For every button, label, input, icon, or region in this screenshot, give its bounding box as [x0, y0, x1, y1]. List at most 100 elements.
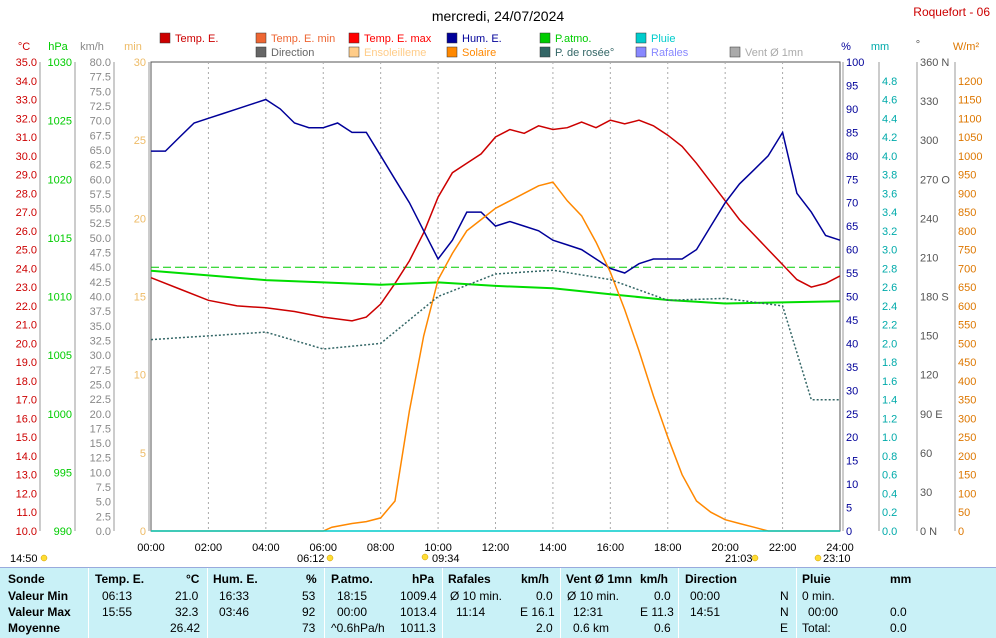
header-rain: Pluie	[802, 572, 831, 586]
tick-label: 4.0	[882, 151, 897, 163]
tick-label: 150	[958, 470, 976, 482]
header-rain-unit: mm	[890, 572, 912, 586]
tick-label: 850	[958, 207, 976, 219]
legend-item: Ensoleilleme	[348, 46, 426, 59]
tick-label: 1020	[48, 174, 72, 186]
time-tick-label: 00:00	[137, 542, 165, 554]
tick-label: 0 N	[920, 526, 937, 538]
legend-item: Direction	[255, 46, 314, 59]
tick-label: 0	[846, 526, 852, 538]
tick-label: 30	[846, 385, 858, 397]
cell: 0.0	[536, 589, 553, 603]
axis-unit-label: °C	[18, 41, 30, 53]
tick-label: 360 N	[920, 57, 949, 69]
tick-label: 11.0	[16, 507, 37, 519]
axis-dir: °360 N 330 300 270 O 240 210 180 S 150 120 90 E 60…	[916, 39, 951, 538]
series-line	[150, 269, 840, 401]
tick-label: 31.0	[16, 132, 37, 144]
legend-label: Rafales	[651, 47, 689, 59]
cell: 92	[302, 605, 316, 619]
header-hum-unit: %	[306, 572, 317, 586]
tick-label: 600	[958, 301, 976, 313]
tick-label: 900	[958, 188, 976, 200]
tick-label: 650	[958, 282, 976, 294]
time-tick-label: 10:00	[424, 542, 452, 554]
cell: 11:14	[456, 605, 486, 619]
sun-icon	[814, 554, 822, 562]
series-line	[151, 98, 841, 274]
cell: E 11.3	[640, 605, 674, 619]
tick-label: 1200	[958, 76, 982, 88]
sun-icon	[421, 553, 429, 561]
axis-sun: min 30 25 20 15 10 5 0	[124, 41, 150, 538]
tick-label: 50	[846, 292, 858, 304]
tick-label: 20	[846, 432, 858, 444]
tick-label: 30.0	[90, 350, 111, 362]
tick-label: 990	[54, 526, 72, 538]
legend-swatch	[446, 46, 458, 58]
legend-swatch	[539, 32, 551, 44]
tick-label: 5	[846, 503, 852, 515]
legend-item: Solaire	[446, 46, 496, 59]
time-tick-label: 18:00	[654, 542, 682, 554]
tick-label: 1000	[958, 151, 982, 163]
tick-label: 0.6	[882, 470, 897, 482]
legend-item: P.atmo.	[539, 32, 592, 45]
tick-label: 16.0	[16, 413, 37, 425]
summary-row-min: Valeur Min 06:13 21.0 16:33 53 18:15 100…	[0, 589, 996, 606]
tick-label: 19.0	[16, 357, 37, 369]
tick-label: 10.0	[90, 467, 111, 479]
cell: 18:15	[337, 589, 368, 603]
moon-label: 23:10	[823, 553, 851, 565]
tick-label: 62.5	[90, 160, 111, 172]
tick-label: 70	[846, 198, 858, 210]
tick-label: 80.0	[90, 57, 111, 69]
series-group	[150, 98, 841, 532]
tick-label: 15.0	[90, 438, 111, 450]
tick-label: 1050	[958, 132, 982, 144]
tick-label: 34.0	[16, 76, 37, 88]
tick-label: 15	[846, 456, 858, 468]
tick-label: 2.5	[96, 511, 111, 523]
tick-label: 700	[958, 263, 976, 275]
legend-swatch	[255, 32, 267, 44]
legend-label: Ensoleilleme	[364, 47, 426, 59]
cell: 16:33	[219, 589, 250, 603]
legend-swatch	[348, 32, 360, 44]
tick-label: 60	[920, 448, 932, 460]
header-temp: Temp. E.	[95, 572, 145, 586]
axis-unit-label: %	[841, 41, 851, 53]
axis-hum: %100959085807570656055504540353025201510…	[841, 41, 864, 538]
tick-label: 10.0	[16, 526, 37, 538]
summary-row-avg: Moyenne 26.42 73 ^0.6hPa/h 1011.3 2.0 0.…	[0, 621, 996, 638]
tick-label: 0.0	[96, 526, 111, 538]
tick-label: 300	[958, 413, 976, 425]
axis-unit-label: °	[916, 39, 920, 51]
tick-label: 35	[846, 362, 858, 374]
tick-label: 47.5	[90, 248, 111, 260]
tick-label: 1000	[48, 409, 72, 421]
tick-label: 40	[846, 338, 858, 350]
tick-label: 3.8	[882, 170, 897, 182]
tick-label: 72.5	[90, 101, 111, 113]
tick-label: 300	[920, 135, 938, 147]
axis-solar: W/m²120011501100105010009509008508007507…	[953, 41, 983, 538]
tick-label: 3.6	[882, 188, 897, 200]
cell: 1009.4	[400, 589, 437, 603]
legend-label: Temp. E. min	[271, 33, 335, 45]
tick-label: 14.0	[16, 451, 37, 463]
tick-label: 0.2	[882, 507, 897, 519]
sun-icon	[326, 554, 334, 562]
cell: 00:00	[808, 605, 839, 619]
tick-label: 29.0	[16, 170, 37, 182]
tick-label: 1.2	[882, 413, 897, 425]
tick-label: 250	[958, 432, 976, 444]
time-tick-label: 24:00	[826, 542, 854, 554]
tick-label: 12.0	[16, 488, 37, 500]
tick-label: 35.0	[16, 57, 37, 69]
sun-events: 14:50 06:12 09:34 21:03 23:10	[10, 553, 851, 565]
legend-item: Hum. E.	[446, 32, 502, 45]
cell: Ø 10 min.	[567, 589, 620, 603]
tick-label: 18.0	[16, 376, 37, 388]
tick-label: 150	[920, 331, 938, 343]
